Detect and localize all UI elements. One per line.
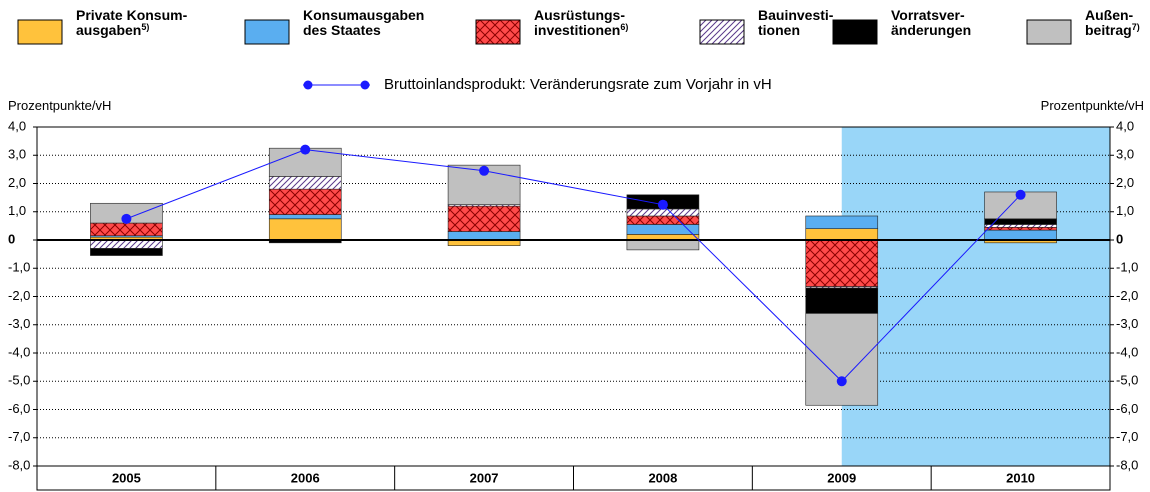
legend-item: Private Konsum- ausgaben5) — [76, 8, 187, 38]
bar-segment — [626, 239, 700, 251]
legend-swatch — [244, 19, 290, 45]
x-tick-label: 2005 — [112, 470, 141, 485]
y-tick-label: -7,0 — [8, 429, 30, 444]
plot-frame — [36, 126, 1111, 491]
y-tick-label: -4,0 — [8, 344, 30, 359]
x-tick-label: 2006 — [291, 470, 320, 485]
bar-segment — [805, 228, 879, 241]
legend-item: Bauinvesti- tionen — [758, 8, 833, 38]
y-tick-label: -3,0 — [8, 316, 30, 331]
y-tick-label: 0 — [8, 231, 15, 246]
gdp-point — [479, 165, 490, 176]
legend-label: Außen- beitrag — [1085, 7, 1134, 38]
y2-tick-label: -7,0 — [1116, 429, 1138, 444]
legend-note: 5) — [141, 22, 150, 32]
bar-segment — [268, 214, 342, 220]
bar-segment — [805, 215, 879, 230]
legend-point — [360, 80, 370, 90]
bar-segment — [626, 208, 700, 217]
bar-segment — [90, 222, 163, 237]
y2-tick-label: 3,0 — [1116, 147, 1134, 162]
legend-swatch — [1026, 19, 1072, 45]
y-tick-label: 1,0 — [8, 203, 26, 218]
y-tick-label: 2,0 — [8, 175, 26, 190]
legend-swatch — [699, 19, 745, 45]
x-tick-label: 2009 — [827, 470, 856, 485]
y2-tick-label: -2,0 — [1116, 288, 1138, 303]
bar-segment — [984, 226, 1057, 231]
y2-axis-label: Prozentpunkte/vH — [1040, 98, 1144, 113]
y2-tick-label: 1,0 — [1116, 203, 1134, 218]
gdp-point — [121, 213, 132, 224]
x-tick-label: 2010 — [1006, 470, 1035, 485]
y-tick-label: -1,0 — [8, 260, 30, 275]
y-tick-label: -8,0 — [8, 457, 30, 472]
legend-item: Konsumausgaben des Staates — [303, 8, 424, 38]
x-tick-label: 2007 — [470, 470, 499, 485]
legend-label: Private Konsum- ausgaben — [76, 7, 188, 38]
y2-tick-label: -8,0 — [1116, 457, 1138, 472]
legend-swatch — [17, 19, 63, 45]
y2-tick-label: 2,0 — [1116, 175, 1134, 190]
bar-segment — [90, 248, 163, 256]
bar-segment — [268, 188, 342, 215]
x-tick-label: 2008 — [648, 470, 677, 485]
legend-label: Ausrüstungs- investitionen — [534, 7, 625, 38]
y2-tick-label: -5,0 — [1116, 373, 1138, 388]
y-tick-label: 4,0 — [8, 118, 26, 133]
bar-segment — [447, 205, 521, 232]
legend-item: Außen- beitrag7) — [1085, 8, 1140, 38]
y2-tick-label: 4,0 — [1116, 118, 1134, 133]
bar-segment — [984, 229, 1057, 241]
bar-segment — [805, 239, 879, 287]
gdp-point — [1015, 189, 1026, 200]
gdp-point — [836, 376, 847, 387]
bar-segment — [805, 287, 879, 314]
legend-note: 6) — [620, 22, 629, 32]
y2-tick-label: -6,0 — [1116, 401, 1138, 416]
y-tick-label: -2,0 — [8, 288, 30, 303]
legend-point — [303, 80, 313, 90]
line-legend-label: Bruttoinlandsprodukt: Veränderungsrate z… — [384, 76, 772, 93]
y2-tick-label: -3,0 — [1116, 316, 1138, 331]
y2-tick-label: -4,0 — [1116, 344, 1138, 359]
legend-label: Bauinvesti- tionen — [758, 7, 834, 38]
y-tick-label: -5,0 — [8, 373, 30, 388]
bar-segment — [626, 215, 700, 225]
legend-item: Ausrüstungs- investitionen6) — [534, 8, 628, 38]
legend-item: Vorratsver- änderungen — [891, 8, 971, 38]
bar-segment — [268, 176, 342, 190]
gdp-line — [126, 149, 1021, 382]
legend-label: Konsumausgaben des Staates — [303, 7, 425, 38]
bar-segment — [90, 239, 163, 249]
legend-swatch — [832, 19, 878, 45]
bar-segment — [447, 231, 521, 241]
legend-note: 7) — [1131, 22, 1140, 32]
y2-tick-label: 0 — [1116, 231, 1123, 246]
bar-segment — [268, 218, 342, 241]
bar-segment — [805, 313, 879, 406]
gdp-point — [300, 144, 311, 155]
y-axis-label: Prozentpunkte/vH — [8, 98, 112, 113]
legend-label: Vorratsver- änderungen — [891, 7, 972, 38]
legend-swatch — [475, 19, 521, 45]
y-tick-label: -6,0 — [8, 401, 30, 416]
y2-tick-label: -1,0 — [1116, 260, 1138, 275]
y-tick-label: 3,0 — [8, 147, 26, 162]
bar-segment — [984, 224, 1057, 228]
gdp-point — [657, 199, 668, 210]
